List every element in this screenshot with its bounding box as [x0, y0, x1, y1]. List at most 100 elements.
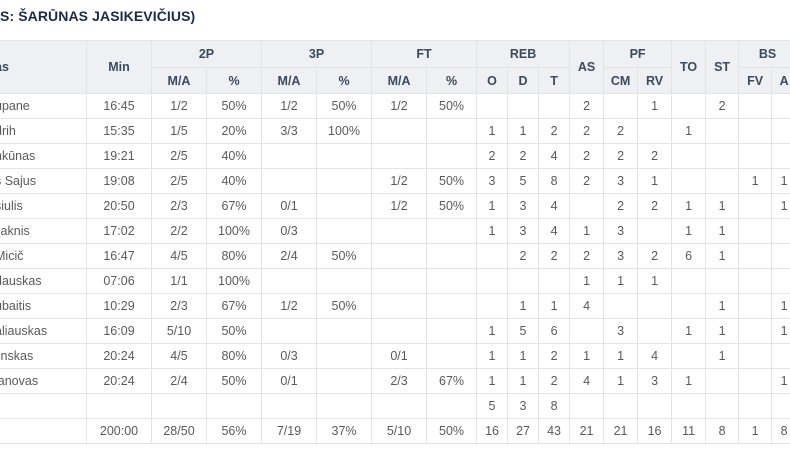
2p-ma-cell: 2/3: [151, 293, 207, 319]
bs-fv-cell: [738, 393, 773, 419]
header-min[interactable]: Min: [86, 40, 152, 94]
player-name-cell[interactable]: drih: [0, 118, 87, 144]
assists-cell: [569, 393, 605, 419]
pf-rv-cell: [637, 393, 673, 419]
header-pf-rv[interactable]: RV: [637, 67, 673, 94]
player-name-cell[interactable]: lanovas: [0, 368, 87, 394]
header-ft-pct[interactable]: %: [426, 67, 478, 94]
header-reb-o[interactable]: O: [476, 67, 509, 94]
pf-cm-cell: 3: [603, 318, 639, 344]
reb-o-cell: 1: [476, 368, 509, 394]
bs-ag-cell: [771, 218, 790, 244]
assists-cell: 2: [569, 118, 605, 144]
pf-cm-cell: 21: [603, 418, 639, 444]
header-3p-ma[interactable]: M/A: [261, 67, 318, 94]
reb-o-cell: 1: [476, 118, 509, 144]
assists-cell: [569, 193, 605, 219]
player-name-cell[interactable]: nkūnas: [0, 143, 87, 169]
player-name-cell[interactable]: rlauskas: [0, 268, 87, 294]
player-name-cell[interactable]: ubaitis: [0, 293, 87, 319]
bs-fv-cell: [738, 368, 773, 394]
header-as[interactable]: AS: [569, 40, 605, 94]
reb-o-cell: 1: [476, 193, 509, 219]
player-name-cell[interactable]: siulis: [0, 193, 87, 219]
reb-t-cell: 6: [538, 318, 571, 344]
pf-rv-cell: [637, 293, 673, 319]
header-2p-ma[interactable]: M/A: [151, 67, 207, 94]
ft-ma-cell: 1/2: [371, 93, 428, 119]
pf-rv-cell: 2: [637, 193, 673, 219]
player-name-cell[interactable]: ilaknis: [0, 218, 87, 244]
totals-row: 200:00 28/50 56% 7/19 37% 5/10 50% 16 27 43 21 21 16…: [0, 418, 790, 444]
ft-pct-cell: [426, 118, 478, 144]
header-bs: BS: [738, 40, 790, 68]
2p-ma-cell: 2/5: [151, 143, 207, 169]
assists-cell: 21: [569, 418, 605, 444]
ft-pct-cell: 50%: [426, 418, 478, 444]
turnovers-cell: [671, 143, 707, 169]
header-to[interactable]: TO: [671, 40, 707, 94]
ft-ma-cell: [371, 243, 428, 269]
minutes-cell: [86, 393, 152, 419]
team-title: S: ŠARŪNAS JASIKEVIČIUS): [0, 8, 196, 24]
reb-o-cell: [476, 268, 509, 294]
2p-ma-cell: [151, 393, 207, 419]
header-reb-t[interactable]: T: [538, 67, 571, 94]
bs-fv-cell: 1: [738, 168, 773, 194]
header-bs-ag[interactable]: A: [771, 67, 790, 94]
header-st[interactable]: ST: [705, 40, 740, 94]
minutes-cell: 15:35: [86, 118, 152, 144]
header-3p-pct[interactable]: %: [316, 67, 373, 94]
3p-pct-cell: 50%: [316, 243, 373, 269]
turnovers-cell: [671, 293, 707, 319]
assists-cell: [569, 318, 605, 344]
header-ft: FT: [371, 40, 478, 68]
2p-pct-cell: 40%: [205, 168, 263, 194]
reb-t-cell: [538, 93, 571, 119]
header-player[interactable]: as: [0, 40, 87, 94]
ft-ma-cell: 5/10: [371, 418, 428, 444]
bs-ag-cell: 1: [771, 168, 790, 194]
steals-cell: [705, 368, 740, 394]
3p-ma-cell: [261, 393, 318, 419]
player-name-cell[interactable]: linskas: [0, 343, 87, 369]
pf-cm-cell: 1: [603, 343, 639, 369]
ft-pct-cell: 50%: [426, 168, 478, 194]
2p-ma-cell: 2/3: [151, 193, 207, 219]
3p-pct-cell: [316, 168, 373, 194]
player-name-cell[interactable]: s Sajus: [0, 168, 87, 194]
ft-pct-cell: [426, 318, 478, 344]
player-name-cell[interactable]: upane: [0, 93, 87, 119]
bs-ag-cell: 8: [771, 418, 790, 444]
2p-pct-cell: 20%: [205, 118, 263, 144]
player-name-cell[interactable]: aliauskas: [0, 318, 87, 344]
player-name-cell[interactable]: Micič: [0, 243, 87, 269]
3p-pct-cell: [316, 343, 373, 369]
header-2p-pct[interactable]: %: [205, 67, 263, 94]
bs-ag-cell: [771, 143, 790, 169]
table-row: aliauskas 16:09 5/10 50% 1 5 6 3 1 1 1: [0, 318, 790, 344]
header-bs-fv[interactable]: FV: [738, 67, 773, 94]
2p-ma-cell: 2/2: [151, 218, 207, 244]
reb-o-cell: [476, 243, 509, 269]
assists-cell: 2: [569, 143, 605, 169]
header-reb-d[interactable]: D: [507, 67, 540, 94]
steals-cell: 1: [705, 243, 740, 269]
reb-t-cell: 8: [538, 168, 571, 194]
minutes-cell: 10:29: [86, 293, 152, 319]
ft-ma-cell: [371, 268, 428, 294]
pf-cm-cell: 2: [603, 193, 639, 219]
2p-ma-cell: 2/5: [151, 168, 207, 194]
minutes-cell: 19:21: [86, 143, 152, 169]
2p-ma-cell: 28/50: [151, 418, 207, 444]
reb-d-cell: 27: [507, 418, 540, 444]
ft-ma-cell: [371, 118, 428, 144]
pf-cm-cell: [603, 293, 639, 319]
header-ft-ma[interactable]: M/A: [371, 67, 428, 94]
pf-cm-cell: [603, 393, 639, 419]
bs-ag-cell: 1: [771, 193, 790, 219]
steals-cell: [705, 168, 740, 194]
turnovers-cell: [671, 268, 707, 294]
header-pf-cm[interactable]: CM: [603, 67, 639, 94]
